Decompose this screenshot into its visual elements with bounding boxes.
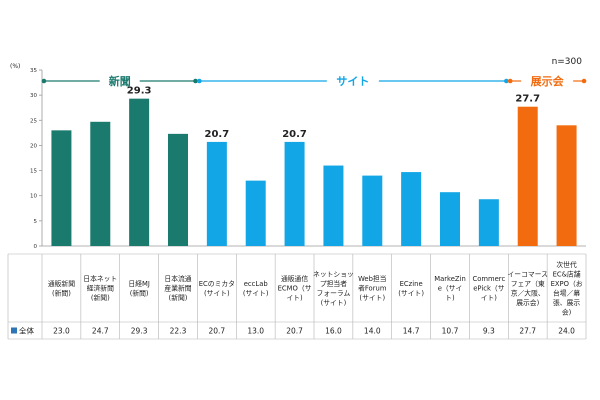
table-value: 9.3 xyxy=(483,327,495,336)
bar xyxy=(284,141,305,246)
x-category-label: Web担当者Forum (サイト) xyxy=(358,274,387,302)
bar xyxy=(401,172,422,246)
bar xyxy=(517,106,538,246)
y-tick-label: 0 xyxy=(34,244,38,250)
x-category-label: 日経MJ (新聞) xyxy=(128,279,149,298)
data-label: 20.7 xyxy=(282,129,307,140)
y-tick-label: 25 xyxy=(30,118,37,124)
group-label: 新聞 xyxy=(109,74,131,88)
bar xyxy=(129,98,150,246)
bar xyxy=(556,125,577,246)
group-bracket-dot xyxy=(197,78,202,84)
y-tick-label: 15 xyxy=(30,169,37,175)
data-label: 29.3 xyxy=(127,86,152,97)
table-value: 10.7 xyxy=(442,327,459,336)
axes: 0 5 10 15 20 25 30 35 xyxy=(30,68,586,250)
y-tick-label: 10 xyxy=(30,194,37,200)
x-category-label: イーコマースフェア（東京／大阪、展示会) xyxy=(507,270,548,307)
bar xyxy=(362,175,383,246)
x-category-label: ECzine (サイト) xyxy=(398,280,424,298)
table-value: 24.0 xyxy=(558,327,575,336)
table-value: 23.0 xyxy=(53,327,70,336)
y-axis-unit: (%) xyxy=(10,63,20,70)
group-bracket-dot xyxy=(193,78,198,84)
table-value: 29.3 xyxy=(131,327,148,336)
y-tick-label: 35 xyxy=(30,68,37,74)
x-category-label: MarkeZin e（サイト) xyxy=(434,275,466,302)
table-value: 16.0 xyxy=(325,327,342,336)
bar xyxy=(323,165,344,246)
table-value: 13.0 xyxy=(247,327,264,336)
table-value: 20.7 xyxy=(286,327,303,336)
data-label: 20.7 xyxy=(205,129,230,140)
table-value: 14.7 xyxy=(403,327,420,336)
x-category-label: ネットショップ担当者フォーラム(サイト) xyxy=(313,270,354,307)
group-bracket-dot xyxy=(41,78,47,84)
bar xyxy=(478,199,499,246)
x-category-label: Commerc ePick（サイト) xyxy=(472,275,505,302)
bar xyxy=(90,121,111,246)
data-table: 通販新聞(新聞) 日本ネット経済新聞(新聞) 日経MJ (新聞) 日本流通産業新聞(新聞… xyxy=(7,253,587,340)
x-category-label: ECのミカタ(サイト) xyxy=(199,279,235,298)
table-value: 24.7 xyxy=(92,327,109,336)
table-value: 14.0 xyxy=(364,327,381,336)
table-value: 20.7 xyxy=(209,327,226,336)
group-label: 展示会 xyxy=(530,74,565,88)
bars xyxy=(51,98,577,246)
bar xyxy=(206,141,227,246)
bar xyxy=(51,130,72,246)
y-tick-label: 20 xyxy=(30,143,37,149)
bar xyxy=(168,133,188,246)
group-brackets: 新聞 サイト 展示会 xyxy=(41,74,587,88)
x-category-label: 通販通信 ECMO（サイト) xyxy=(278,274,312,302)
table-value: 27.7 xyxy=(519,327,536,336)
data-labels: 29.3 20.7 20.7 27.7 xyxy=(127,86,540,140)
group-bracket-dot xyxy=(504,78,509,84)
x-category-label: 通販新聞(新聞) xyxy=(48,279,75,298)
x-category-label: 次世代 EC&店舗 EXPO（お台場／幕張、展示会) xyxy=(551,260,583,317)
group-bracket-dot xyxy=(507,78,513,84)
legend-swatch xyxy=(11,327,17,334)
y-tick-label: 5 xyxy=(34,219,38,225)
y-tick-label: 30 xyxy=(30,93,37,99)
group-label: サイト xyxy=(336,75,369,88)
bar xyxy=(245,180,266,246)
x-category-label: eccLab (サイト) xyxy=(243,280,269,298)
data-label: 27.7 xyxy=(515,94,540,105)
table-row-label: 全体 xyxy=(19,326,34,336)
group-bracket-dot xyxy=(581,78,587,84)
x-category-label: 日本ネット経済新聞(新聞) xyxy=(83,274,117,302)
bar xyxy=(440,192,460,246)
table-value: 22.3 xyxy=(170,327,187,336)
sample-size-note: n=300 xyxy=(552,57,583,67)
x-category-label: 日本流通産業新聞(新聞) xyxy=(164,274,191,302)
